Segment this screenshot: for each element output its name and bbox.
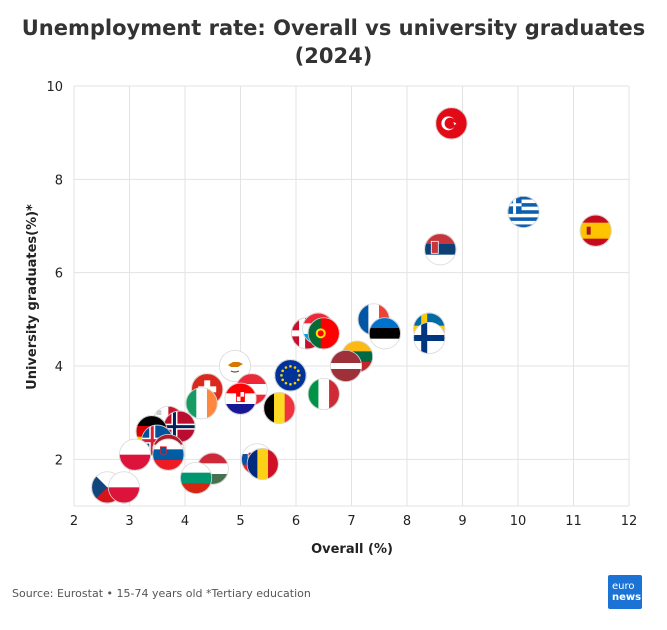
point-outline [107,471,140,504]
point-outline [368,317,401,350]
x-tick-label: 5 [236,514,244,529]
x-tick-label: 3 [125,514,133,529]
point-croatia [224,382,257,415]
point-italy [307,378,340,410]
x-tick-label: 9 [458,514,466,529]
point-outline [274,359,307,392]
y-axis-ticks: 2 4 6 8 10 [46,80,63,468]
x-tick-label: 2 [70,514,78,529]
x-tick-label: 4 [181,514,189,529]
point-outline [246,447,279,480]
point-slovenia [152,438,185,471]
grid-lines [73,85,630,507]
point-greece [507,196,540,228]
point-outline [413,321,446,354]
point-outline [152,438,185,471]
point-norway [163,410,196,443]
point-serbia [424,233,457,266]
chart-title: Unemployment rate: Overall vs university… [0,14,667,70]
x-axis-ticks: 2 3 4 5 6 7 8 9 10 11 12 [70,514,637,529]
logo-line-2: news. [612,592,645,603]
point-outline [224,382,257,415]
point-outline [307,377,340,410]
y-tick-label: 2 [55,453,63,468]
point-poland [107,471,140,504]
y-tick-label: 6 [55,267,63,282]
point-estonia [368,317,401,350]
chart-title-line-2: (2024) [294,44,373,68]
x-tick-label: 12 [621,514,638,529]
x-tick-label: 7 [347,514,355,529]
point-outline [307,317,340,350]
point-outline [579,214,612,247]
x-tick-label: 10 [510,514,527,529]
data-points [91,107,612,504]
y-tick-label: 10 [46,80,63,95]
x-tick-label: 8 [403,514,411,529]
point-outline [263,391,296,424]
y-tick-label: 4 [55,360,63,375]
point-belgium [263,392,296,424]
y-axis-label: University graduates(%)* [25,204,40,390]
x-tick-label: 6 [292,514,300,529]
point-ireland [185,387,218,420]
chart-title-line-1: Unemployment rate: Overall vs university… [21,16,646,40]
point-outline [507,195,540,228]
scatter-chart: 2 3 4 5 6 7 8 9 10 11 12 2 4 6 8 10 Overall (%) Univer… [25,80,637,557]
point-outline [424,233,457,266]
point-spain [579,214,612,247]
point-outline [218,349,251,382]
point-bulgaria [180,462,213,494]
euronews-logo: euro news. [608,575,645,609]
point-eu [274,359,307,392]
point-portugal [307,317,340,350]
point-finland [413,322,446,354]
point-romania [246,448,279,480]
source-note: Source: Eurostat • 15-74 years old *Tert… [12,587,311,600]
point-turkey [435,107,468,140]
point-hungary [196,452,229,485]
logo-line-1: euro [612,581,635,592]
point-outline [180,461,213,494]
point-outline [119,438,152,471]
x-tick-label: 11 [565,514,582,529]
point-outline [435,107,468,140]
point-outline [329,349,362,382]
point-poland [119,438,152,471]
point-outline [185,387,218,420]
x-axis-label: Overall (%) [311,542,393,557]
point-latvia [329,350,362,382]
y-tick-label: 8 [55,173,63,188]
